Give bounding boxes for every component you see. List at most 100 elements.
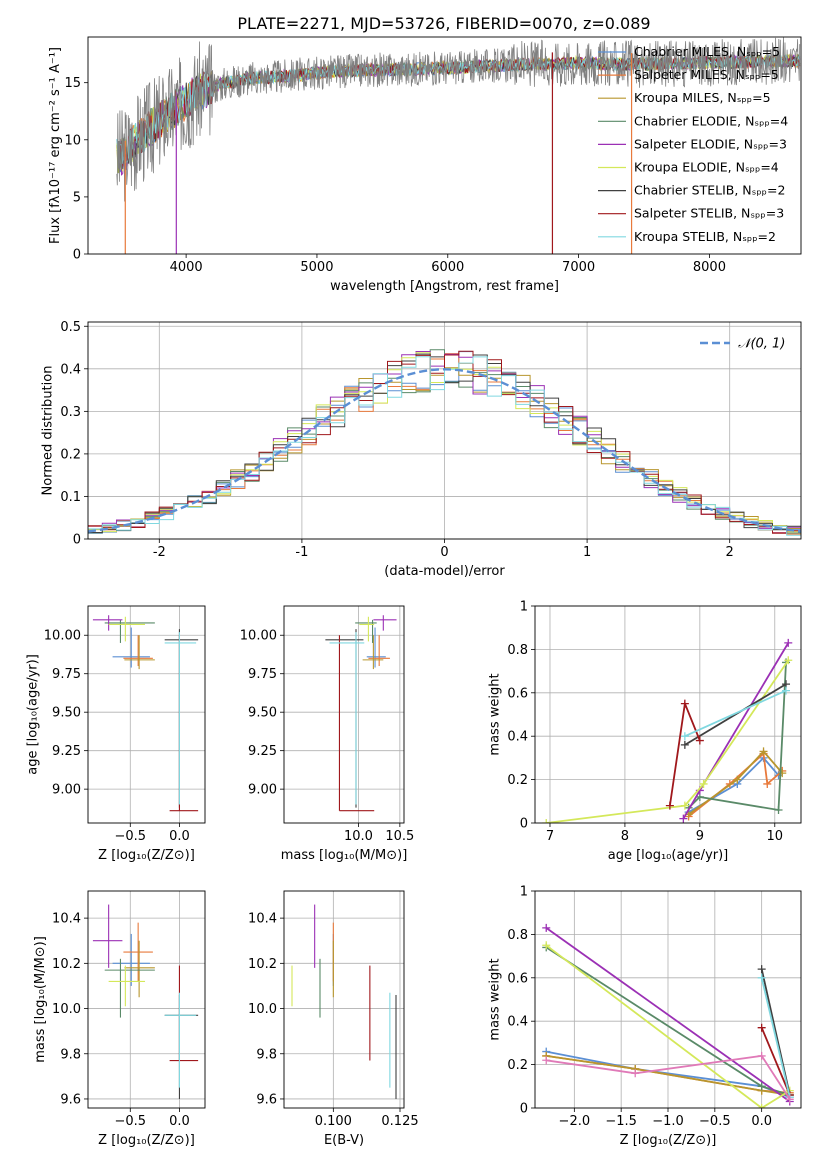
plus-marker [757,973,766,982]
y-tick-label: 0.2 [60,447,81,462]
plus-marker [784,638,793,647]
errorbar-point [338,635,375,812]
page-title: PLATE=2271, MJD=53726, FIBERID=0070, z=0… [237,14,650,33]
axes-frame [87,605,206,824]
plus-marker [733,775,742,784]
x-tick-label: 7 [546,829,554,844]
plus-marker [757,1051,766,1060]
x-tick-label: -1 [295,545,308,560]
weight-series-line [688,750,783,816]
plus-marker [679,814,688,823]
weight-series-line [687,662,787,812]
weight-series-line [546,1054,791,1100]
weight-series-line [545,927,791,1103]
errorbar-point [164,992,197,1088]
y-tick-label: 0 [520,1102,528,1117]
x-tick-label: 0.0 [169,1114,190,1129]
y-tick-label: 0.8 [507,643,528,658]
data-spectrum-line [116,37,801,202]
spectrum-panel: 4000 5000 6000 7000 8000 0 5 10 15 wavelength [An… [48,36,802,294]
y-axis-label: mass [log₁₀(M/M⊙)] [33,936,48,1063]
y-tick-label: 10 [64,133,81,148]
y-tick-label: 1 [520,600,528,615]
x-tick-label: 6000 [431,260,464,275]
y-tick-label: 15 [64,76,81,91]
legend-label: Salpeter MILES, Nₛₚₚ=5 [634,67,779,82]
residuals-plot-area [88,349,801,536]
x-axis-label: Z [log₁₀(Z/Z⊙)] [98,848,195,863]
x-tick-label: −0.5 [114,829,146,844]
x-tick-label: −1.5 [605,1114,637,1129]
y-tick-label: 9.75 [248,667,277,682]
legend-label: Salpeter STELIB, Nₛₚₚ=3 [634,206,784,221]
plus-marker [542,819,551,823]
legend-label: Kroupa STELIB, Nₛₚₚ=2 [634,229,776,244]
plus-marker [784,656,793,665]
plus-marker [699,779,708,788]
y-tick-label: 10.2 [248,957,277,972]
y-tick-label: 10.4 [52,912,81,927]
y-tick-label: 0.4 [60,362,81,377]
errorbar-point [355,619,377,643]
y-tick-label: 9.25 [52,744,81,759]
plus-marker [695,736,704,745]
plus-marker [774,805,783,814]
legend-label: Chabrier STELIB, Nₛₚₚ=2 [634,183,785,198]
weight-series-line [684,689,787,738]
errorbar-point [325,629,364,808]
mass-vs-Z-plot-area [92,904,199,1099]
y-tick-label: 5 [73,190,81,205]
age-vs-Z-plot-area [92,615,199,812]
errorbar-point [164,994,199,1099]
errorbar-point [123,635,153,667]
x-tick-label: 0.100 [315,1114,352,1129]
axes-frame [534,890,802,1109]
residual-histogram [88,350,801,534]
y-axis-label: Flux [fλ10⁻¹⁷ erg cm⁻² s⁻¹ A⁻¹] [48,47,63,244]
x-tick-label: 10.5 [385,829,414,844]
x-axis-label: E(B-V) [324,1133,364,1148]
weight-series-line [684,683,787,746]
errorbar-point [124,635,155,670]
y-tick-label: 0.1 [60,490,81,505]
x-tick-label: 9 [696,829,704,844]
spectrum-legend: Chabrier MILES, Nₛₚₚ=5 Salpeter MILES, Nₛ… [598,44,788,244]
y-tick-label: 9.75 [52,667,81,682]
y-tick-label: 9.50 [52,706,81,721]
y-tick-label: 9.50 [248,706,277,721]
y-tick-label: 0.2 [507,773,528,788]
y-tick-label: 10.2 [52,957,81,972]
plus-marker [757,1104,766,1108]
y-tick-label: 0.8 [507,928,528,943]
errorbar-point [366,627,386,668]
y-axis-label: age [log₁₀(age/yr)] [26,654,41,775]
y-tick-label: 0 [73,533,81,548]
y-tick-label: 10.0 [52,1002,81,1017]
y-tick-label: 10.0 [248,1002,277,1017]
plus-marker [542,941,551,950]
x-tick-label: 8 [621,829,629,844]
x-axis-label: (data-model)/error [384,564,505,579]
plus-marker [631,1069,640,1078]
plus-marker [665,801,674,810]
y-tick-label: 9.6 [256,1092,277,1107]
x-tick-label: 4000 [170,260,203,275]
errorbar-point [164,632,197,805]
x-tick-label: 0.0 [169,829,190,844]
errorbar-point [92,615,123,631]
x-tick-label: −2.0 [559,1114,591,1129]
axes-frame [283,890,405,1109]
x-tick-label: 10.0 [344,829,373,844]
legend-label: Kroupa MILES, Nₛₚₚ=5 [634,90,771,105]
errorbar-point [112,933,150,986]
errorbar-point [169,635,199,812]
axes-frame [87,890,206,1109]
plus-marker [542,1056,551,1065]
plus-marker [680,732,689,741]
age-vs-mass-plot-area [325,615,397,812]
x-tick-label: 1 [583,545,591,560]
errorbar-point [92,904,123,968]
x-axis-label: mass [log₁₀(M/M⊙)] [281,848,408,863]
weight-vs-Z-panel: −2.0 −1.5 −1.0 −0.5 0.0 0 0.2 0.4 0.6 0.8 1 Z [log₁… [488,885,802,1148]
y-tick-label: 0.6 [507,686,528,701]
